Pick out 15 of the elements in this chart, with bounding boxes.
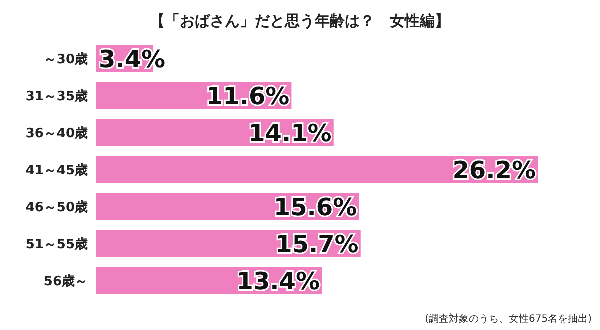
data-label: 15.7% — [276, 230, 359, 258]
data-label: 26.2% — [452, 156, 536, 184]
y-tick-label: ～30歳 — [44, 52, 88, 68]
y-tick-label: 41～45歳 — [26, 164, 88, 178]
data-label: 13.4% — [236, 268, 320, 296]
text: (調査対象のうち、女性675名を抽出) — [425, 313, 592, 325]
data-label: 11.6% — [206, 82, 290, 110]
chart-title: 【「おばさん」だと思う年齢は？ 女性編】 — [150, 12, 450, 30]
data-label: 14.1% — [248, 120, 332, 148]
y-tick-label: 46～50歳 — [26, 200, 88, 216]
y-tick-label: 36～40歳 — [26, 126, 88, 142]
y-tick-label: 51～55歳 — [26, 238, 88, 252]
data-label: 15.6% — [274, 194, 358, 222]
y-tick-label: 56歳～ — [44, 274, 88, 290]
y-tick-label: 31～35歳 — [26, 90, 88, 104]
